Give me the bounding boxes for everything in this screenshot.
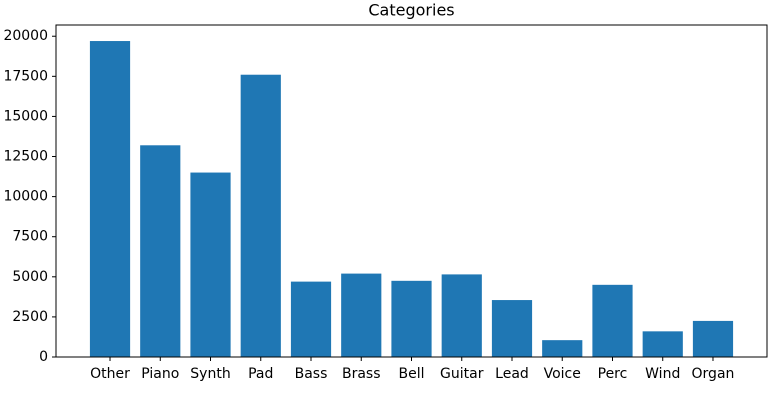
bar: [642, 331, 683, 357]
bar: [491, 300, 533, 357]
y-tick-label: 15000: [3, 108, 48, 124]
y-tick-label: 10000: [3, 189, 48, 205]
x-tick-label: Lead: [495, 366, 529, 382]
y-tick-label: 0: [39, 349, 48, 365]
x-tick-label: Brass: [342, 366, 381, 382]
bar: [542, 340, 583, 357]
x-tick-label: Bass: [295, 366, 328, 382]
y-tick-label: 17500: [3, 68, 48, 84]
plot-frame: [55, 24, 768, 358]
bar: [592, 284, 633, 357]
x-tick-label: Pad: [248, 366, 273, 382]
x-tick-label: Bell: [399, 366, 425, 382]
x-tick-label: Guitar: [440, 366, 484, 382]
x-tick-label: Piano: [141, 366, 179, 382]
y-tick-label: 12500: [3, 149, 48, 165]
y-tick-label: 20000: [3, 28, 48, 44]
bar: [391, 280, 432, 357]
bar: [190, 172, 231, 357]
x-tick-label: Wind: [645, 366, 680, 382]
y-tick-label: 7500: [12, 229, 48, 245]
x-tick-label: Perc: [598, 366, 628, 382]
bar: [89, 41, 131, 358]
bar: [341, 273, 382, 357]
bar: [290, 281, 332, 357]
y-tick-label: 5000: [12, 269, 48, 285]
bar: [140, 145, 181, 357]
y-tick-label: 2500: [12, 309, 48, 325]
bar: [240, 74, 281, 357]
x-tick-label: Other: [90, 366, 130, 382]
x-tick-label: Synth: [190, 366, 230, 382]
x-tick-label: Organ: [692, 366, 735, 382]
x-tick-label: Voice: [544, 366, 581, 382]
bar: [441, 274, 482, 357]
bar: [692, 320, 734, 357]
chart-title: Categories: [368, 1, 454, 20]
